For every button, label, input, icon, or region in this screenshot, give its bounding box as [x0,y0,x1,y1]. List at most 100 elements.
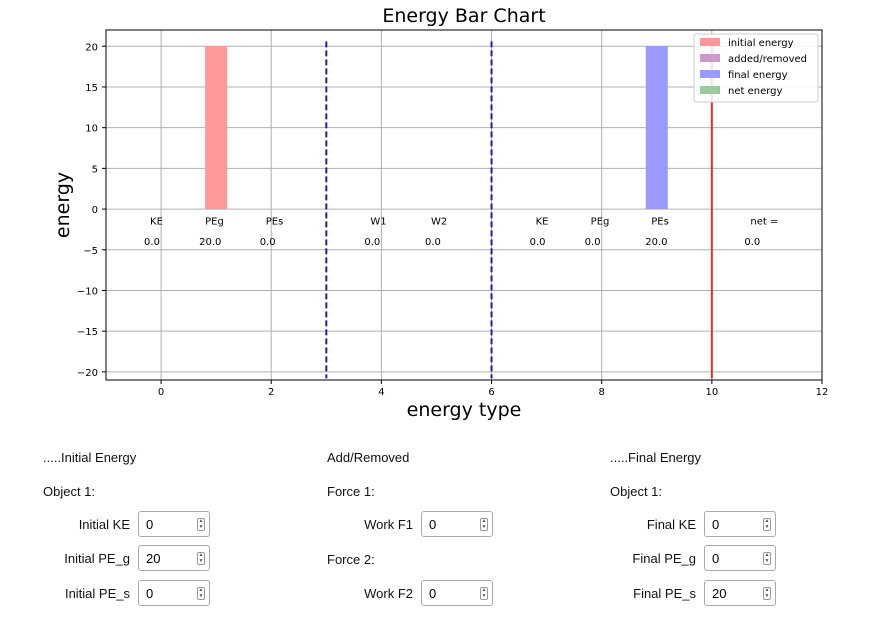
work-f1-label: Work F1 [364,516,413,532]
spinner-icon[interactable]: ▲ ▼ [197,552,205,565]
spinner-icon[interactable]: ▲ ▼ [763,552,771,565]
y-tick-label: 0 [92,205,98,216]
x-tick-label: 6 [488,387,494,398]
annotation-value: 0.0 [530,237,546,248]
bar [645,46,668,210]
legend-entry: initial energy [728,38,794,49]
work-f2-label: Work F2 [364,585,413,601]
final-pes-row: Final PE_s ▲▼ [610,579,776,607]
legend: initial energy added/removed final energy n… [693,33,819,103]
plot-frame [105,29,823,381]
x-axis-label: energy type [407,399,522,421]
legend-entry: net energy [728,86,783,97]
work-f2-input[interactable] [429,585,479,601]
legend-box [693,33,819,103]
tick-layer: 0 2 4 6 8 10 12 −20 −15 −10 −5 0 5 10 15 20 [77,42,828,398]
annotation-label: PEg [205,216,224,227]
legend-swatch [700,70,720,78]
final-object-label: Object 1: [610,484,663,499]
y-tick-label: −10 [77,286,98,297]
initial-pes-row: Initial PE_s ▲▼ [43,579,210,607]
y-tick-label: 5 [92,164,98,175]
initial-ke-input[interactable] [146,516,196,532]
x-tick-label: 0 [158,387,164,398]
y-tick-label: 15 [85,83,98,94]
final-peg-field[interactable]: ▲▼ [704,545,776,571]
annotation-value: 20.0 [645,237,667,248]
x-tick-label: 4 [378,387,384,398]
chart-title: Energy Bar Chart [382,5,545,27]
spinner-icon[interactable]: ▲ ▼ [197,587,205,600]
final-peg-row: Final PE_g ▲▼ [610,544,776,572]
legend-swatch [700,38,720,46]
final-pes-input[interactable] [712,585,762,601]
annotation-label: KE [150,216,163,227]
work-f2-row: Work F2 ▲▼ [327,579,493,607]
final-pes-label: Final PE_s [633,585,696,601]
bars-layer [205,46,668,210]
initial-ke-field[interactable]: ▲▼ [138,511,210,537]
annotation-label: KE [536,216,549,227]
initial-pes-input[interactable] [146,585,196,601]
annotation-label: net = [750,216,778,227]
work-f2-field[interactable]: ▲▼ [421,580,493,606]
legend-entry: final energy [728,70,788,81]
final-ke-label: Final KE [646,516,696,532]
initial-peg-row: Initial PE_g ▲▼ [43,544,210,572]
initial-pes-label: Initial PE_s [64,585,130,601]
annotation-label: W2 [431,216,447,227]
annotation-value: 0.0 [425,237,441,248]
annotation-layer: KE 0.0 PEg 20.0 PEs 0.0 W1 0.0 W2 0.0 KE 0.0 PEg 0.0 P… [144,216,778,247]
force1-label: Force 1: [327,484,375,499]
annotation-label: PEs [651,216,669,227]
y-axis-label: energy [52,172,74,238]
spinner-icon[interactable]: ▲ ▼ [480,518,488,531]
x-tick-label: 12 [816,387,829,398]
initial-peg-label: Initial PE_g [64,550,130,566]
annotation-label: W1 [370,216,386,227]
added-removed-heading: Add/Removed [327,450,410,465]
final-ke-field[interactable]: ▲▼ [704,511,776,537]
force2-label: Force 2: [327,552,375,567]
bar [205,46,228,210]
energy-bar-chart: Energy Bar Chart KE0.0PEg20.0PEs0.0W10.0… [52,5,828,421]
initial-ke-label: Initial KE [78,516,130,532]
initial-pes-field[interactable]: ▲▼ [138,580,210,606]
final-peg-label: Final PE_g [632,550,696,566]
annotation-label: PEg [591,216,610,227]
final-ke-input[interactable] [712,516,762,532]
annotation-value: 0.0 [260,237,276,248]
y-tick-label: −15 [77,327,98,338]
legend-swatch [700,54,720,62]
work-f1-input[interactable] [429,516,479,532]
x-tick-label: 2 [268,387,274,398]
initial-peg-input[interactable] [146,550,196,566]
annotation-label: PEs [266,216,284,227]
y-tick-label: −20 [77,368,98,379]
spinner-icon[interactable]: ▲ ▼ [763,518,771,531]
x-tick-label: 10 [705,387,718,398]
x-tick-label: 8 [599,387,605,398]
spinner-icon[interactable]: ▲ ▼ [480,587,488,600]
initial-energy-heading: .....Initial Energy [43,450,137,465]
spinner-icon[interactable]: ▲ ▼ [197,518,205,531]
y-tick-label: 20 [85,42,98,53]
initial-ke-row: Initial KE ▲▼ [43,510,210,538]
legend-entry: added/removed [728,54,807,65]
energy-input-form: .....Initial Energy Object 1: Initial KE… [0,440,879,619]
final-pes-field[interactable]: ▲▼ [704,580,776,606]
annotation-value: 0.0 [585,237,601,248]
initial-object-label: Object 1: [43,484,96,499]
work-f1-field[interactable]: ▲▼ [421,511,493,537]
final-energy-heading: .....Final Energy [610,450,702,465]
spinner-icon[interactable]: ▲ ▼ [763,587,771,600]
final-peg-input[interactable] [712,550,762,566]
annotation-value: 0.0 [144,237,160,248]
y-tick-label: −5 [83,246,98,257]
final-ke-row: Final KE ▲▼ [610,510,776,538]
legend-swatch [700,86,720,94]
initial-peg-field[interactable]: ▲▼ [138,545,210,571]
y-tick-label: 10 [85,124,98,135]
annotation-value: 0.0 [744,237,760,248]
work-f1-row: Work F1 ▲▼ [327,510,493,538]
